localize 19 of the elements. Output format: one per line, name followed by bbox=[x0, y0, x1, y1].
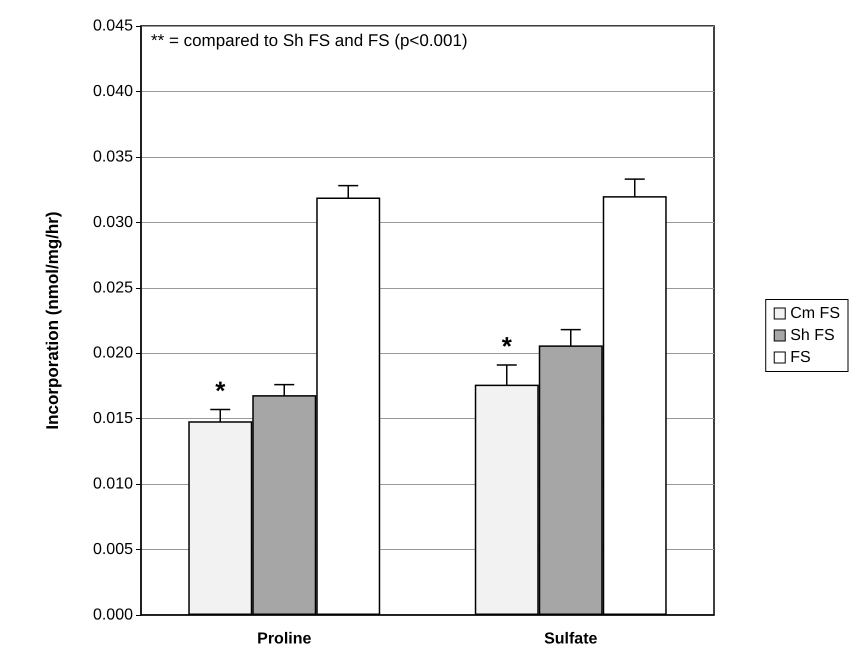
data-label: * bbox=[215, 376, 226, 406]
y-tick-label: 0.000 bbox=[92, 606, 134, 624]
y-tick-label: 0.025 bbox=[92, 279, 134, 296]
y-axis-title: Incorporation (nmol/mg/hr) bbox=[43, 211, 62, 430]
y-tick-label: 0.040 bbox=[92, 82, 134, 100]
annotation: ** = compared to Sh FS and FS (p<0.001) bbox=[151, 31, 468, 50]
y-tick-label: 0.020 bbox=[92, 344, 134, 362]
x-tick-label: Sulfate bbox=[544, 630, 598, 648]
data-label: * bbox=[502, 331, 513, 361]
legend-label: Sh FS bbox=[790, 327, 835, 344]
y-tick-label: 0.035 bbox=[92, 148, 134, 166]
y-tick-label: 0.045 bbox=[92, 18, 134, 34]
x-tick-label: Proline bbox=[257, 630, 312, 648]
legend-label: Cm FS bbox=[790, 305, 840, 322]
y-tick-label: 0.015 bbox=[92, 410, 134, 428]
y-tick-label: 0.005 bbox=[92, 541, 134, 558]
legend-label: FS bbox=[790, 349, 811, 366]
y-tick-label: 0.010 bbox=[92, 476, 134, 493]
y-tick-label: 0.030 bbox=[92, 214, 134, 231]
